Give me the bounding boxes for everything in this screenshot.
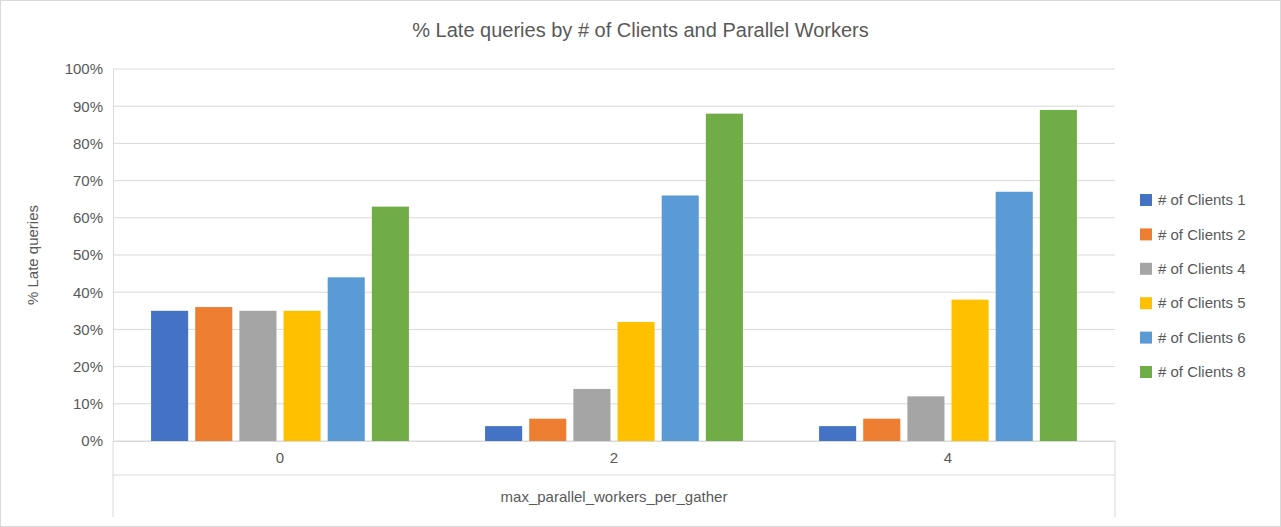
legend: # of Clients 1 # of Clients 2 # of Clients… [1140, 191, 1246, 380]
x-axis-line [114, 441, 1116, 442]
bar [662, 195, 699, 441]
frame-line [113, 441, 114, 517]
legend-swatch [1140, 366, 1152, 378]
bar [284, 311, 321, 441]
y-tick-label: 40% [73, 284, 103, 301]
legend-swatch [1140, 263, 1152, 275]
bar [1040, 110, 1077, 441]
bar [573, 389, 610, 441]
grid-line [113, 106, 1115, 107]
bar [618, 322, 655, 441]
grid [113, 69, 1115, 441]
legend-label: # of Clients 2 [1158, 226, 1246, 243]
y-tick-label: 90% [73, 98, 103, 115]
bar [372, 207, 409, 441]
bars [151, 110, 1077, 441]
x-tick: 4 [944, 441, 952, 466]
bar [952, 300, 989, 441]
bar [151, 311, 188, 441]
y-axis-title: % Late queries [24, 205, 41, 305]
x-tick-label: 2 [610, 449, 618, 466]
y-tick: 50% [73, 246, 113, 263]
bar-series [151, 311, 856, 441]
grid-line [113, 143, 1115, 144]
bar-series [372, 110, 1077, 441]
y-tick-label: 10% [73, 395, 103, 412]
grid-line [113, 69, 1115, 70]
legend-label: # of Clients 4 [1158, 260, 1246, 277]
y-tick: 60% [73, 209, 113, 226]
y-tick-label: 80% [73, 135, 103, 152]
legend-label: # of Clients 8 [1158, 363, 1246, 380]
legend-label: # of Clients 6 [1158, 329, 1246, 346]
frame-line [1115, 441, 1116, 517]
y-tick-label: 100% [65, 60, 103, 77]
y-tick: 70% [73, 172, 113, 189]
bar [529, 419, 566, 441]
grid-line [113, 292, 1115, 293]
x-axis-title: max_parallel_workers_per_gather [501, 488, 728, 505]
legend-label: # of Clients 5 [1158, 294, 1246, 311]
category-frame [113, 441, 1115, 517]
y-tick-label: 0% [81, 432, 103, 449]
y-tick-label: 70% [73, 172, 103, 189]
bar-series [328, 192, 1033, 441]
x-axis: 0 2 4 [114, 441, 1116, 466]
legend-swatch [1140, 194, 1152, 206]
y-tick: 40% [73, 284, 113, 301]
y-tick: 80% [73, 135, 113, 152]
y-axis: 0% 10% 20% 30% 40% 50% 60% 70% 80% 90% 100% [65, 60, 114, 449]
legend-swatch [1140, 332, 1152, 344]
frame-line [113, 475, 1115, 476]
y-tick: 0% [81, 432, 113, 449]
bar [239, 311, 276, 441]
x-tick: 2 [610, 441, 618, 466]
y-tick: 100% [65, 60, 113, 77]
y-axis-line [113, 70, 114, 442]
bar [907, 396, 944, 441]
chart: 0% 10% 20% 30% 40% 50% 60% 70% 80% 90% 100% 0 2 4 % La… [0, 0, 1281, 527]
bar-series [195, 307, 900, 441]
bar [706, 114, 743, 441]
bar [328, 277, 365, 441]
legend-swatch [1140, 297, 1152, 309]
y-tick: 90% [73, 98, 113, 115]
x-tick: 0 [276, 441, 284, 466]
bar [996, 192, 1033, 441]
bar [819, 426, 856, 441]
y-tick-label: 60% [73, 209, 103, 226]
x-tick-label: 4 [944, 449, 952, 466]
y-tick-label: 20% [73, 358, 103, 375]
y-tick: 30% [73, 321, 113, 338]
bar [485, 426, 522, 441]
chart-border [1, 1, 1281, 527]
y-tick: 10% [73, 395, 113, 412]
grid-line [113, 255, 1115, 256]
grid-line [113, 180, 1115, 181]
y-tick: 20% [73, 358, 113, 375]
grid-line [113, 217, 1115, 218]
bar [195, 307, 232, 441]
y-tick-label: 50% [73, 246, 103, 263]
legend-label: # of Clients 1 [1158, 191, 1246, 208]
bar [863, 419, 900, 441]
title: % Late queries by # of Clients and Paral… [412, 19, 869, 41]
x-tick-label: 0 [276, 449, 284, 466]
legend-swatch [1140, 228, 1152, 240]
y-tick-label: 30% [73, 321, 103, 338]
